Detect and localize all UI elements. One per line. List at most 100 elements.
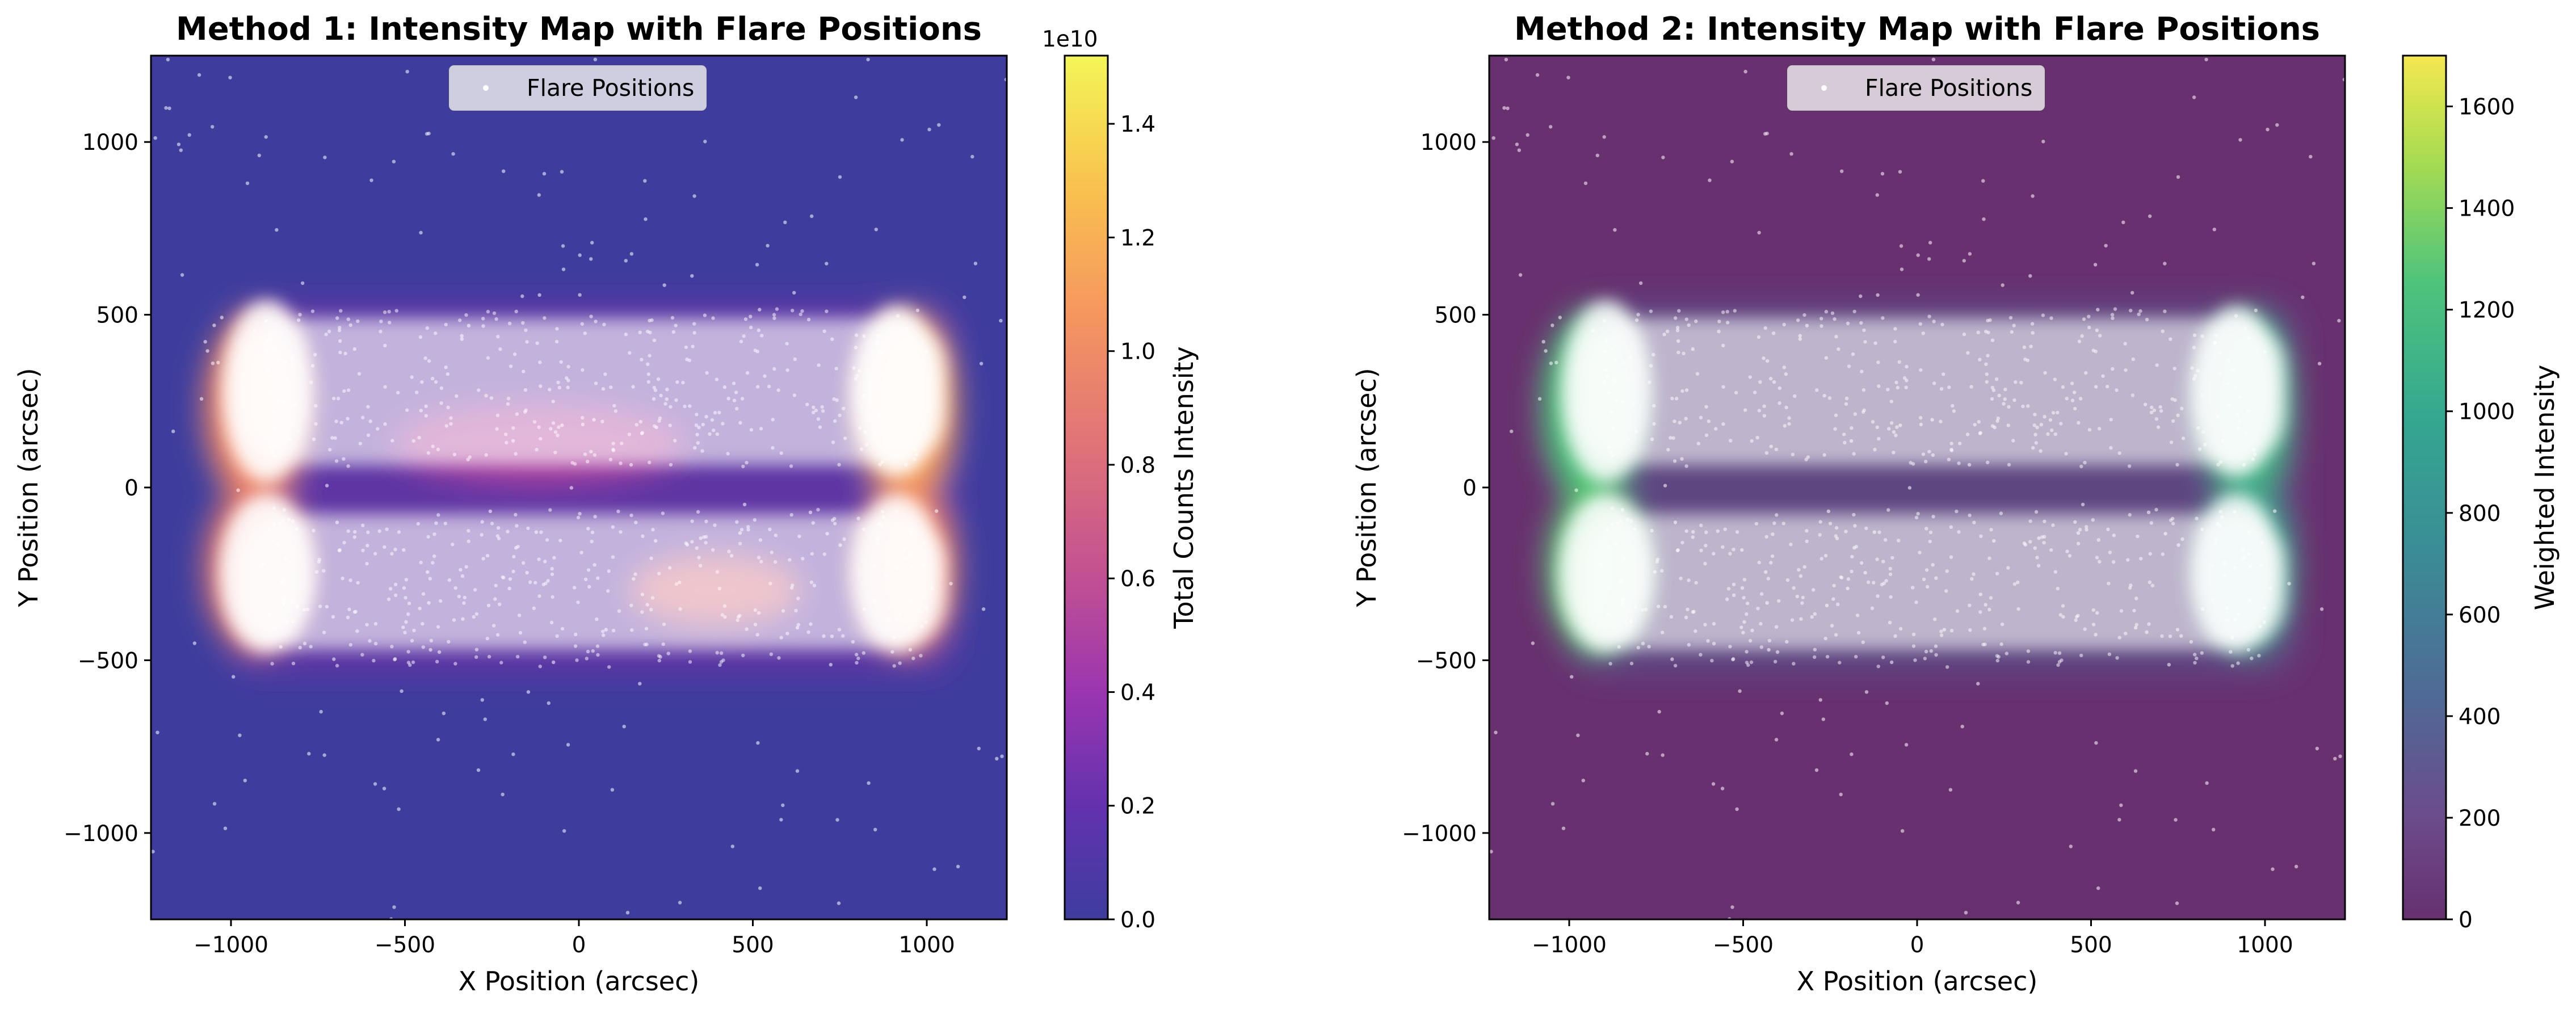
flare-point <box>690 274 694 278</box>
flare-point <box>428 648 432 652</box>
flare-point <box>1852 309 1856 314</box>
flare-point <box>641 534 645 538</box>
flare-point <box>2211 598 2215 602</box>
flare-point <box>464 313 468 317</box>
flare-point <box>552 660 556 665</box>
flare-point <box>1981 179 1985 183</box>
flare-point <box>2247 530 2251 534</box>
flare-point <box>1743 408 1747 412</box>
flare-point <box>327 329 331 334</box>
flare-point <box>768 582 772 586</box>
flare-point <box>867 781 871 785</box>
flare-point <box>1888 620 1892 625</box>
flare-point <box>1669 615 1674 619</box>
flare-point <box>1947 457 1951 461</box>
flare-point <box>774 560 778 564</box>
colorbar-gradient-2 <box>2402 54 2447 920</box>
flare-point <box>2003 388 2007 392</box>
flare-point <box>2211 564 2215 568</box>
flare-point <box>863 430 867 434</box>
flare-point <box>619 530 623 534</box>
flare-point <box>525 340 529 344</box>
flare-point <box>1628 356 1632 360</box>
flare-point <box>480 533 484 537</box>
flare-point <box>2094 385 2098 389</box>
flare-point <box>1717 329 1721 334</box>
flare-point <box>1835 536 1839 541</box>
flare-point <box>900 138 904 142</box>
flare-point <box>877 522 881 526</box>
flare-point <box>2050 428 2054 432</box>
flare-point <box>1867 580 1871 585</box>
flare-point <box>2152 408 2157 413</box>
flare-point <box>1526 133 1529 137</box>
flare-point <box>2156 425 2161 429</box>
flare-point <box>1610 347 1614 351</box>
flare-point <box>865 443 869 447</box>
flare-point <box>387 597 391 602</box>
flare-point <box>442 711 446 716</box>
flare-point <box>1884 579 1888 583</box>
flare-point <box>856 516 860 520</box>
flare-point <box>1934 644 1938 648</box>
flare-point <box>1898 423 1902 427</box>
flare-point <box>2218 510 2223 514</box>
flare-point <box>1942 372 1945 376</box>
flare-point <box>2049 548 2053 552</box>
flare-point <box>1676 548 1680 552</box>
flare-point <box>862 527 866 531</box>
flare-point <box>736 615 741 619</box>
flare-point <box>1632 402 1636 406</box>
flare-point <box>280 519 285 523</box>
flare-point <box>1828 522 1833 526</box>
flare-point <box>2091 518 2095 522</box>
flare-point <box>313 352 317 357</box>
flare-point <box>365 544 369 548</box>
flare-point <box>436 738 440 742</box>
flare-point <box>674 398 678 402</box>
flare-point <box>889 403 893 407</box>
flare-point <box>779 636 783 640</box>
x-tick-label: −1000 <box>1532 932 1607 958</box>
flare-point <box>502 169 506 173</box>
flare-point <box>855 374 859 378</box>
flare-point <box>1890 660 1894 665</box>
flare-point <box>2132 608 2136 613</box>
flare-point <box>1799 617 1803 621</box>
flare-point <box>309 380 313 384</box>
flare-point <box>2150 405 2154 410</box>
flare-point <box>514 309 518 314</box>
flare-point <box>905 430 909 435</box>
flare-point <box>2064 452 2068 456</box>
flare-point <box>760 334 764 338</box>
flare-point <box>2112 533 2116 537</box>
flare-point <box>1853 524 1857 528</box>
flare-point <box>543 655 547 659</box>
flare-point <box>1987 607 1991 612</box>
flare-point <box>727 549 731 553</box>
flare-point <box>652 338 657 342</box>
flare-point <box>565 376 569 380</box>
flare-point <box>404 596 407 600</box>
flare-point <box>1989 596 1993 600</box>
flare-point <box>2079 464 2083 469</box>
flare-point <box>1757 230 1761 235</box>
flare-point <box>2021 404 2025 409</box>
flare-point <box>2147 622 2151 626</box>
flare-point <box>566 364 570 369</box>
flare-point <box>692 322 696 326</box>
flare-point <box>2078 528 2082 532</box>
flare-point <box>729 554 734 558</box>
flare-point <box>2233 617 2237 621</box>
flare-point <box>862 651 866 655</box>
flare-point <box>1734 390 1738 395</box>
flare-point <box>2002 402 2006 406</box>
flare-point <box>467 539 470 544</box>
flare-point <box>1619 519 1623 523</box>
flare-point <box>704 519 708 523</box>
flare-scatter-2 <box>1489 57 2345 919</box>
flare-point <box>822 329 826 333</box>
flare-point <box>558 539 562 543</box>
flare-point <box>594 320 598 323</box>
flare-point <box>890 650 894 654</box>
